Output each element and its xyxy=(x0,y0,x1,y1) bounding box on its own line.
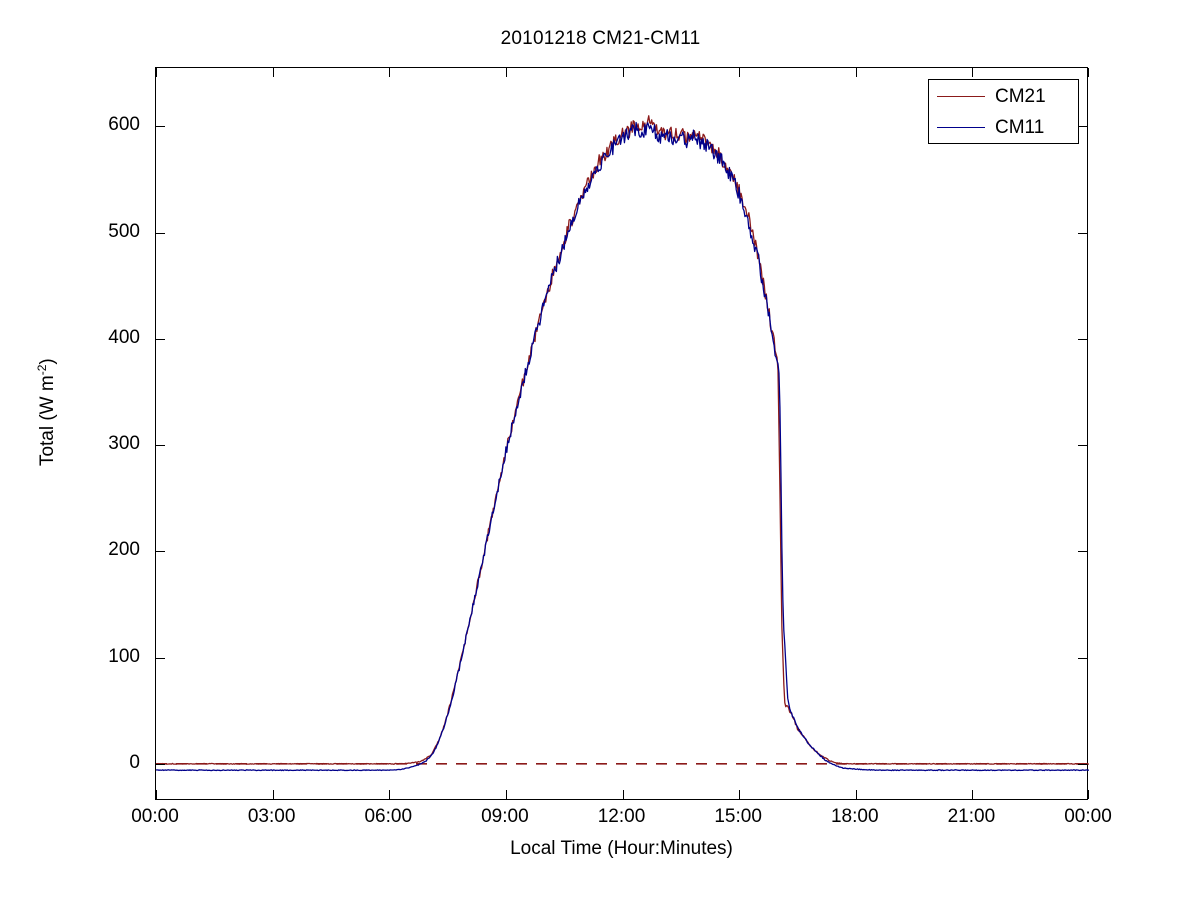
y-tick-mark xyxy=(1078,763,1087,765)
y-tick-mark xyxy=(156,657,165,659)
x-tick-mark xyxy=(505,68,507,77)
y-tick-mark xyxy=(1078,126,1087,128)
y-tick-mark xyxy=(1078,445,1087,447)
x-tick-label: 00:00 xyxy=(1064,806,1112,827)
y-axis-label-base: Total (W m xyxy=(37,375,59,467)
x-tick-mark xyxy=(855,790,857,799)
y-tick-label: 300 xyxy=(108,433,140,455)
x-tick-mark xyxy=(972,790,974,799)
y-tick-mark xyxy=(156,232,165,234)
y-tick-label: 200 xyxy=(108,539,140,561)
legend-entry-cm21: CM21 xyxy=(929,80,1078,112)
y-tick-mark xyxy=(1078,551,1087,553)
series-line-cm11 xyxy=(156,121,1089,772)
x-axis-label: Local Time (Hour:Minutes) xyxy=(510,838,733,859)
legend-swatch-cm21 xyxy=(937,95,985,97)
y-tick-label: 0 xyxy=(129,751,140,773)
legend-swatch-cm11 xyxy=(937,126,985,128)
y-tick-mark xyxy=(156,551,165,553)
x-tick-mark xyxy=(622,68,624,77)
plot-svg xyxy=(156,115,1089,772)
legend-entry-cm11: CM11 xyxy=(929,111,1078,143)
y-tick-mark xyxy=(156,445,165,447)
legend-label-cm11: CM11 xyxy=(995,116,1045,138)
legend-box: CM21 CM11 xyxy=(928,79,1079,144)
y-tick-label: 600 xyxy=(108,114,140,136)
x-tick-label: 09:00 xyxy=(481,806,529,827)
y-axis-label-tail: ) xyxy=(37,358,59,365)
y-tick-mark xyxy=(1078,232,1087,234)
x-tick-mark xyxy=(272,68,274,77)
y-tick-mark xyxy=(1078,657,1087,659)
chart-title: 20101218 CM21-CM11 xyxy=(500,28,701,49)
x-tick-mark xyxy=(855,68,857,77)
y-tick-mark xyxy=(156,338,165,340)
x-tick-mark xyxy=(972,68,974,77)
x-tick-label: 12:00 xyxy=(597,806,646,827)
x-tick-label: 00:00 xyxy=(131,806,179,827)
y-axis-label: Total (W m-2) xyxy=(35,272,59,552)
y-tick-label: 100 xyxy=(108,645,140,667)
x-tick-mark xyxy=(156,790,157,799)
x-tick-mark xyxy=(389,68,391,77)
y-tick-label: 500 xyxy=(108,220,140,242)
x-tick-label: 18:00 xyxy=(830,806,879,827)
y-tick-mark xyxy=(1078,338,1087,340)
y-tick-mark xyxy=(156,126,165,128)
x-tick-mark xyxy=(1087,68,1089,77)
x-tick-mark xyxy=(272,790,274,799)
x-tick-label: 15:00 xyxy=(714,806,762,827)
x-tick-mark xyxy=(389,790,391,799)
x-tick-mark xyxy=(622,790,624,799)
x-axis-tick-labels: 00:00 03:00 06:00 09:00 12:00 15:00 18:00 21:00… xyxy=(131,806,1112,836)
x-tick-mark xyxy=(739,68,741,77)
y-tick-mark xyxy=(156,763,165,765)
x-tick-label: 03:00 xyxy=(247,806,296,827)
x-tick-mark xyxy=(505,790,507,799)
x-tick-label: 21:00 xyxy=(947,806,996,827)
legend-label-cm21: CM21 xyxy=(995,85,1046,107)
y-axis-tick-labels: 0 100 200 300 400 500 600 xyxy=(0,67,140,800)
x-tick-mark xyxy=(156,68,157,77)
x-tick-label: 06:00 xyxy=(364,806,413,827)
plot-area xyxy=(155,67,1089,800)
x-tick-mark xyxy=(739,790,741,799)
x-tick-mark xyxy=(1087,790,1089,799)
y-axis-label-exponent: -2 xyxy=(34,364,49,376)
y-tick-label: 400 xyxy=(108,326,140,348)
series-line-cm21 xyxy=(156,115,1089,765)
